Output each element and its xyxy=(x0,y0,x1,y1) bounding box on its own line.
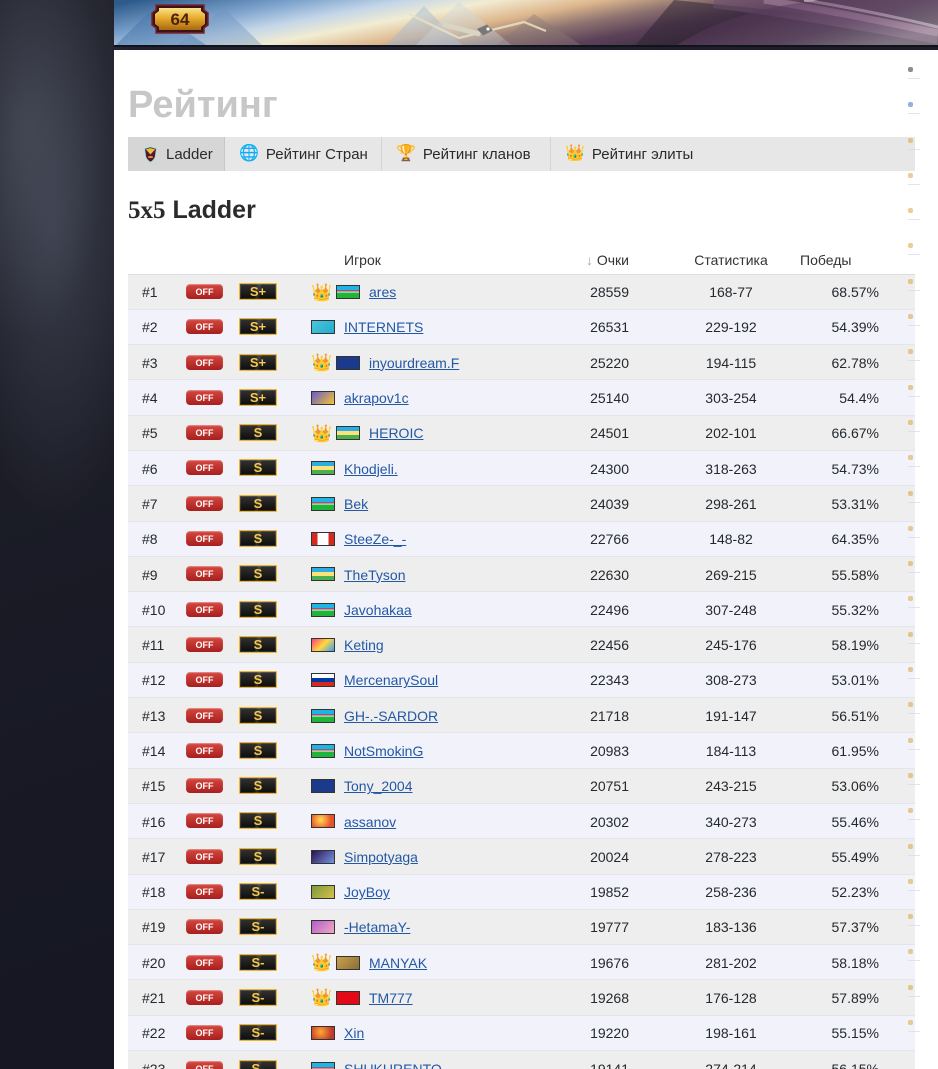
svg-text:64: 64 xyxy=(171,10,190,29)
